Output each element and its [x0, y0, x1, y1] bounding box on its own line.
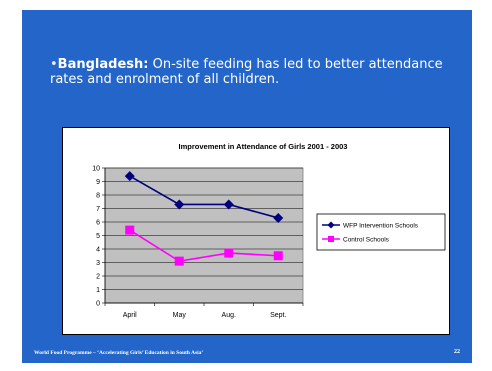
y-tick-label: 5: [96, 233, 100, 240]
data-point-0: [174, 199, 185, 210]
x-tick-label: May: [173, 312, 187, 319]
slide-footer: World Food Programme – ‘Accelerating Gir…: [34, 350, 204, 356]
page-number: 22: [454, 349, 460, 355]
data-point-0: [273, 212, 284, 223]
y-tick-label: 1: [96, 287, 100, 294]
data-point-1: [224, 248, 234, 258]
x-tick-label: Aug.: [222, 312, 236, 319]
headline-text: On-site feeding has led to better attend…: [50, 57, 443, 87]
y-tick-label: 3: [96, 260, 100, 267]
y-tick-label: 8: [96, 193, 100, 200]
slide: •Bangladesh: On-site feeding has led to …: [22, 10, 472, 363]
x-tick-label: Sept.: [270, 312, 286, 319]
y-tick-label: 7: [96, 206, 100, 213]
data-point-1: [273, 251, 283, 261]
legend-marker-0: [327, 221, 335, 229]
data-point-0: [223, 199, 234, 210]
chart-frame: Improvement in Attendance of Girls 2001 …: [62, 127, 450, 335]
y-tick-label: 2: [96, 274, 100, 281]
legend-box: [316, 213, 446, 251]
headline-country: Bangladesh:: [57, 57, 149, 72]
x-tick-label: April: [123, 312, 137, 319]
y-tick-label: 4: [96, 247, 100, 254]
bullet-marker: •: [50, 57, 58, 72]
legend-marker-1: [328, 236, 334, 242]
y-tick-label: 9: [96, 179, 100, 186]
series-line-0: [129, 175, 279, 219]
legend-label-1: Control Schools: [343, 237, 390, 244]
legend-label-0: WFP Intervention Schools: [343, 223, 419, 230]
data-point-0: [124, 171, 135, 182]
y-tick-label: 6: [96, 220, 100, 227]
data-point-1: [125, 225, 135, 235]
y-tick-label: 0: [96, 301, 100, 308]
data-point-1: [174, 256, 184, 266]
chart-title: Improvement in Attendance of Girls 2001 …: [179, 142, 348, 151]
attendance-chart: Improvement in Attendance of Girls 2001 …: [92, 142, 446, 319]
slide-headline: •Bangladesh: On-site feeding has led to …: [50, 57, 450, 87]
y-tick-label: 10: [92, 166, 100, 173]
series-line-1: [129, 229, 279, 262]
